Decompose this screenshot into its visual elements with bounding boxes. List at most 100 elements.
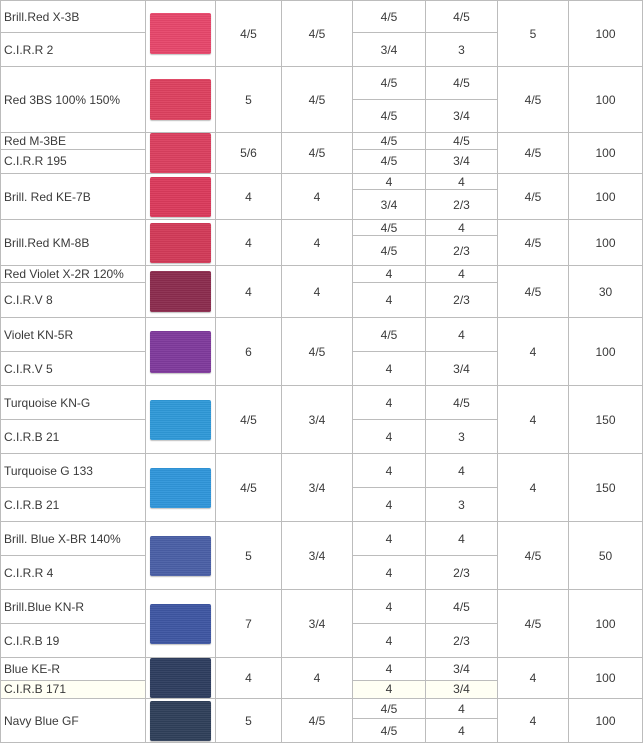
ci-name: C.I.R.B 19 (0, 623, 146, 658)
product-name: Brill.Red X-3B (0, 0, 146, 33)
rating-cell-bottom: 3/4 (352, 32, 426, 67)
strength-cell: 100 (568, 317, 643, 386)
table-row: Red Violet X-2R 120% 4 4 4 4 4/5 30 (0, 265, 643, 318)
color-swatch (150, 658, 211, 698)
rating-cell: 4/5 (281, 0, 353, 67)
strength-cell: 100 (568, 173, 643, 220)
rating-cell: 4/5 (497, 521, 569, 590)
rating-cell-top: 4 (425, 317, 498, 352)
product-name: Red M-3BE (0, 132, 146, 150)
product-name: Blue KE-R (0, 657, 146, 681)
product-name: Violet KN-5R (0, 317, 146, 352)
rating-cell: 4 (281, 173, 353, 220)
product-name: Brill.Red KM-8B (0, 219, 146, 266)
rating-cell-top: 4 (352, 265, 426, 283)
color-swatch (150, 79, 211, 120)
rating-cell-bottom: 3/4 (425, 99, 498, 133)
ci-name: C.I.R.B 171 (0, 679, 146, 700)
swatch-cell (145, 698, 216, 743)
swatch-cell (145, 265, 216, 318)
strength-cell: 100 (568, 698, 643, 743)
color-swatch (150, 222, 211, 263)
table-row: Navy Blue GF 5 4/5 4/5 4 4 100 (0, 698, 643, 743)
product-name: Red 3BS 100% 150% (0, 66, 146, 133)
strength-cell: 100 (568, 589, 643, 658)
rating-cell-bottom: 4 (352, 679, 426, 700)
swatch-cell (145, 0, 216, 67)
ci-name: C.I.R.B 21 (0, 419, 146, 454)
rating-cell: 7 (215, 589, 282, 658)
rating-cell-bottom: 3/4 (425, 148, 498, 175)
rating-cell: 4 (497, 453, 569, 522)
rating-cell-top: 4/5 (425, 385, 498, 420)
rating-cell: 6 (215, 317, 282, 386)
table-row-sub: 4/5 4 (1, 718, 643, 743)
rating-cell-bottom: 4 (352, 623, 426, 658)
rating-cell-bottom: 4/5 (352, 99, 426, 133)
rating-cell-bottom: 2/3 (425, 235, 498, 266)
swatch-cell (145, 317, 216, 386)
rating-cell-bottom: 4 (352, 282, 426, 318)
product-name: Red Violet X-2R 120% (0, 265, 146, 283)
color-swatch (150, 399, 211, 440)
rating-cell-top: 4/5 (425, 66, 498, 100)
rating-cell-top: 4/5 (352, 0, 426, 33)
rating-cell: 4/5 (281, 132, 353, 174)
rating-cell-top: 4 (352, 453, 426, 488)
strength-cell: 100 (568, 0, 643, 67)
rating-cell-bottom: 3 (425, 32, 498, 67)
rating-cell-top: 4 (352, 385, 426, 420)
rating-cell: 4/5 (497, 265, 569, 318)
rating-cell: 4/5 (497, 66, 569, 133)
table-row: Blue KE-R 4 4 4 3/4 4 100 (0, 657, 643, 699)
ci-name: C.I.R.V 8 (0, 282, 146, 318)
rating-cell-bottom: 2/3 (425, 282, 498, 318)
strength-cell: 150 (568, 385, 643, 454)
ci-name: C.I.R.V 5 (0, 351, 146, 386)
rating-cell: 5/6 (215, 132, 282, 174)
rating-cell-top: 4 (425, 219, 498, 236)
swatch-cell (145, 173, 216, 220)
rating-cell-top: 4 (425, 173, 498, 190)
rating-cell-top: 4/5 (352, 132, 426, 150)
rating-cell-top: 4 (425, 453, 498, 488)
swatch-cell (145, 385, 216, 454)
rating-cell-top: 4/5 (352, 219, 426, 236)
rating-cell-top: 4 (352, 521, 426, 556)
table-row-sub: C.I.R.B 171 4 3/4 (0, 679, 643, 700)
product-name: Turquoise KN-G (0, 385, 146, 420)
product-name: Navy Blue GF (0, 698, 146, 743)
rating-cell: 4 (497, 317, 569, 386)
table-row-sub: 3/4 2/3 (1, 189, 643, 220)
swatch-cell (145, 521, 216, 590)
strength-cell: 100 (568, 132, 643, 174)
rating-cell-bottom: 3/4 (425, 351, 498, 386)
rating-cell: 4/5 (215, 453, 282, 522)
rating-cell-bottom: 4/5 (352, 235, 426, 266)
rating-cell: 4 (215, 173, 282, 220)
rating-cell-bottom: 3/4 (352, 189, 426, 220)
rating-cell-top: 4/5 (352, 317, 426, 352)
table-row-sub: C.I.R.B 19 4 2/3 (0, 623, 643, 658)
table-row-sub: C.I.R.R 195 4/5 3/4 (0, 148, 643, 175)
table-row: Brill.Red KM-8B 4 4 4/5 4 4/5 100 (0, 219, 643, 266)
color-swatch (150, 535, 211, 576)
table-row-sub: C.I.R.R 4 4 2/3 (0, 555, 643, 590)
product-name: Brill. Red KE-7B (0, 173, 146, 220)
rating-cell-bottom: 4 (425, 718, 498, 743)
rating-cell: 4/5 (215, 385, 282, 454)
rating-cell: 3/4 (281, 521, 353, 590)
swatch-cell (145, 589, 216, 658)
color-swatch (150, 330, 211, 373)
rating-cell-top: 4/5 (425, 132, 498, 150)
rating-cell: 3/4 (281, 453, 353, 522)
color-swatch (150, 700, 211, 741)
rating-cell: 3/4 (281, 589, 353, 658)
color-swatch (150, 467, 211, 508)
strength-cell: 100 (568, 657, 643, 699)
table-row: Brill. Red KE-7B 4 4 4 4 4/5 100 (0, 173, 643, 220)
rating-cell: 3/4 (281, 385, 353, 454)
rating-cell: 4/5 (281, 317, 353, 386)
rating-cell-top: 4/5 (352, 698, 426, 719)
rating-cell-bottom: 3 (425, 487, 498, 522)
